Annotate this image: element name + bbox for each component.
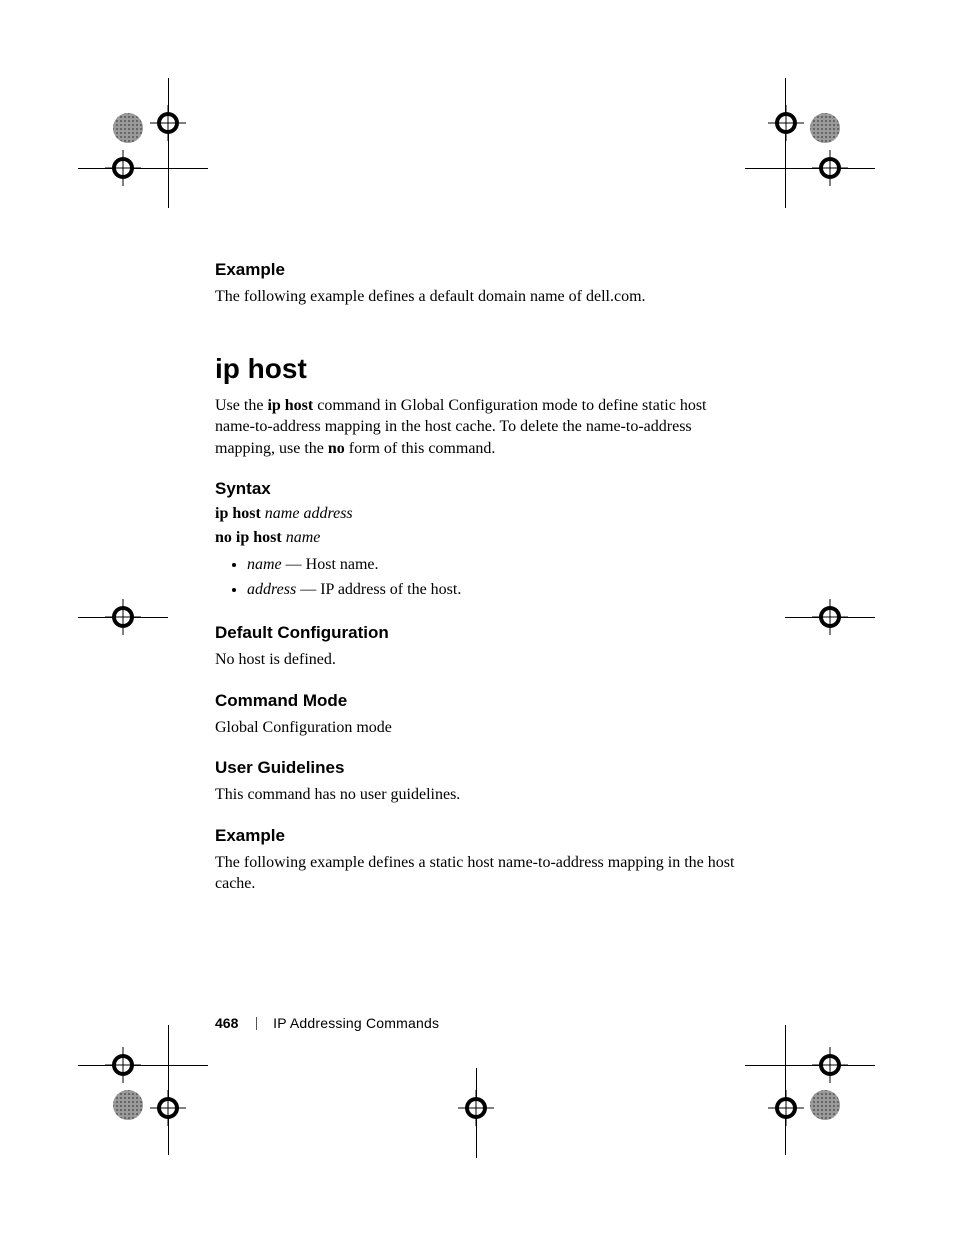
registration-mark-icon — [105, 599, 141, 635]
example-1-text: The following example defines a default … — [215, 286, 745, 308]
syntax2-bold: no ip host — [215, 529, 282, 546]
registration-mark-icon — [812, 599, 848, 635]
syntax-line-2: no ip host name — [215, 529, 745, 547]
intro-cmd: ip host — [267, 397, 313, 414]
registration-mark-icon — [105, 1047, 141, 1083]
page: Example The following example defines a … — [0, 0, 954, 1235]
registration-mark-icon — [108, 1085, 148, 1125]
parameter-list: name — Host name. address — IP address o… — [215, 553, 745, 603]
footer-separator — [256, 1017, 257, 1030]
list-item: name — Host name. — [247, 553, 745, 578]
crop-line — [745, 168, 875, 169]
syntax2-italic: name — [286, 529, 321, 546]
command-mode-text: Global Configuration mode — [215, 717, 745, 739]
registration-mark-icon — [768, 1090, 804, 1126]
registration-mark-icon — [105, 150, 141, 186]
intro-pre: Use the — [215, 397, 267, 414]
list-item: address — IP address of the host. — [247, 578, 745, 603]
default-config-text: No host is defined. — [215, 649, 745, 671]
page-number: 468 — [215, 1015, 238, 1031]
registration-mark-icon — [108, 108, 148, 148]
syntax1-italic: name address — [265, 505, 353, 522]
example-2-text: The following example defines a static h… — [215, 852, 745, 895]
crop-line — [78, 1065, 208, 1066]
heading-example-1: Example — [215, 260, 745, 280]
param-name: name — [247, 556, 282, 573]
heading-example-2: Example — [215, 826, 745, 846]
content-column: Example The following example defines a … — [215, 260, 745, 899]
heading-user-guidelines: User Guidelines — [215, 758, 745, 778]
crop-line — [78, 168, 208, 169]
registration-mark-icon — [768, 105, 804, 141]
registration-mark-icon — [805, 1085, 845, 1125]
crop-line — [745, 1065, 875, 1066]
user-guidelines-text: This command has no user guidelines. — [215, 784, 745, 806]
intro-no: no — [328, 440, 345, 457]
crop-line — [168, 78, 169, 208]
heading-command: ip host — [215, 353, 745, 385]
heading-default-config: Default Configuration — [215, 623, 745, 643]
param-desc: — IP address of the host. — [296, 581, 461, 598]
page-footer: 468 IP Addressing Commands — [215, 1015, 439, 1031]
registration-mark-icon — [812, 1047, 848, 1083]
command-intro: Use the ip host command in Global Config… — [215, 395, 745, 460]
syntax1-bold: ip host — [215, 505, 261, 522]
registration-mark-icon — [150, 105, 186, 141]
crop-line — [785, 78, 786, 208]
registration-mark-icon — [805, 108, 845, 148]
chapter-title: IP Addressing Commands — [273, 1015, 439, 1031]
registration-mark-icon — [458, 1090, 494, 1126]
registration-mark-icon — [812, 150, 848, 186]
param-desc: — Host name. — [282, 556, 379, 573]
param-name: address — [247, 581, 296, 598]
heading-syntax: Syntax — [215, 479, 745, 499]
syntax-line-1: ip host name address — [215, 505, 745, 523]
registration-mark-icon — [150, 1090, 186, 1126]
heading-command-mode: Command Mode — [215, 691, 745, 711]
intro-post: form of this command. — [345, 440, 496, 457]
